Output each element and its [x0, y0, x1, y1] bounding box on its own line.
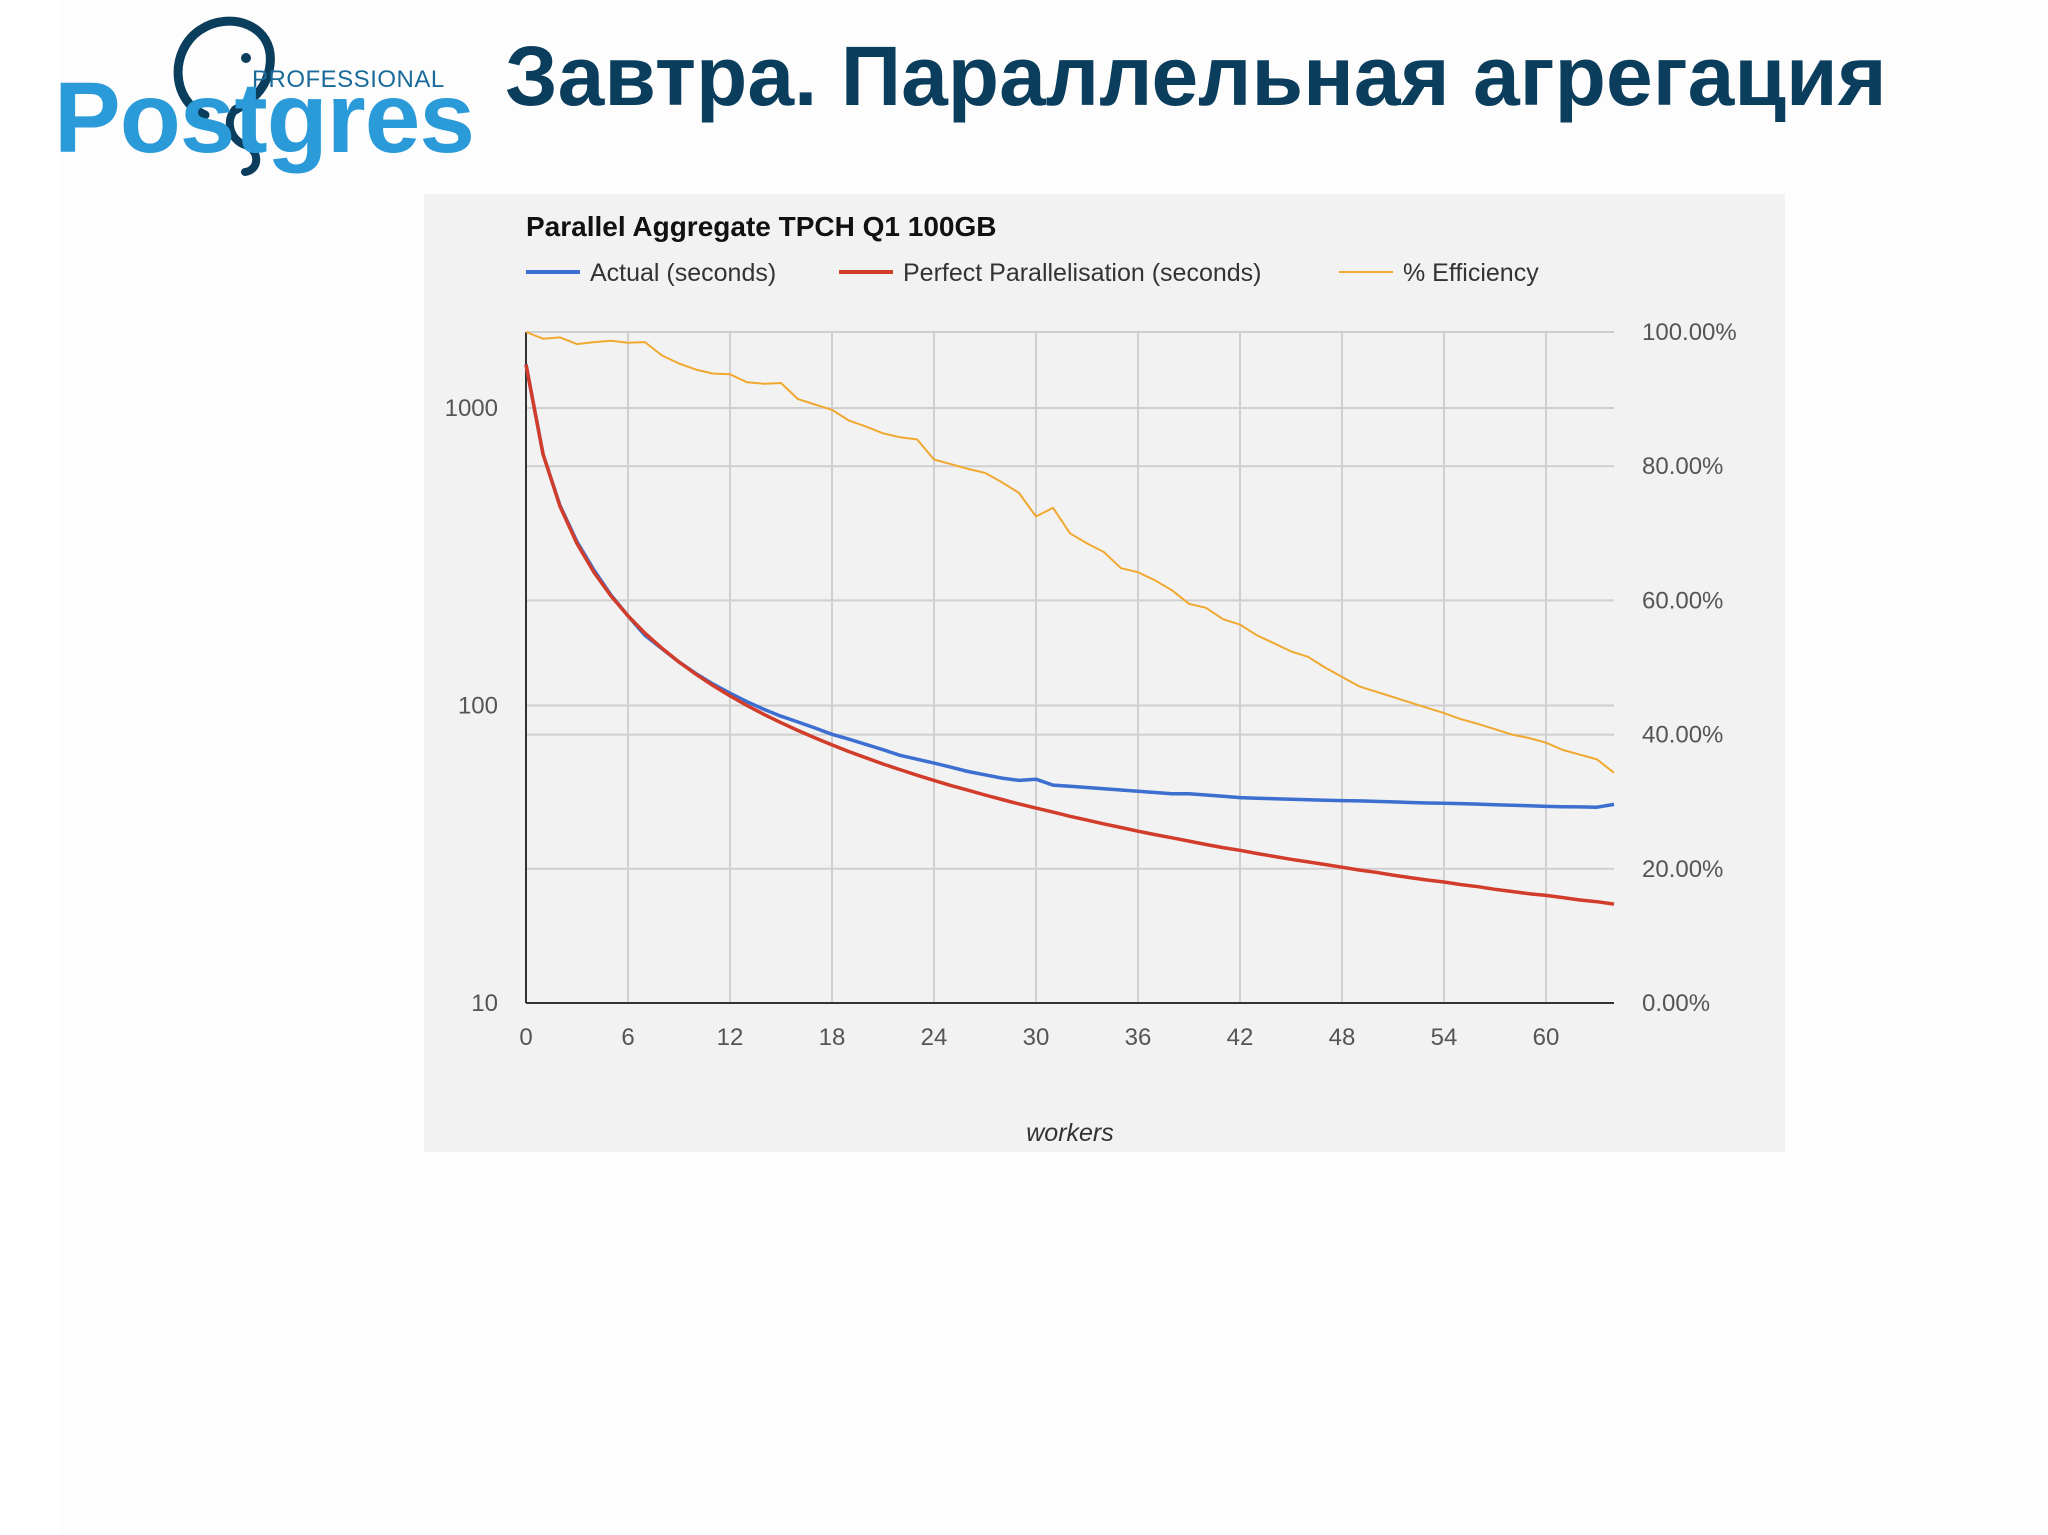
x-tick-label: 0	[519, 1024, 532, 1051]
logo-wordmark: Postgres	[54, 62, 475, 174]
x-tick-label: 60	[1533, 1024, 1560, 1051]
x-tick-label: 54	[1431, 1024, 1458, 1051]
y-left-tick-label: 1000	[445, 395, 498, 422]
y-right-tick-label: 80.00%	[1642, 453, 1723, 480]
slide-title: Завтра. Параллельная агрегация	[505, 29, 1887, 123]
x-tick-label: 24	[921, 1024, 948, 1051]
series-line-2	[524, 364, 1615, 906]
chart-title: Parallel Aggregate TPCH Q1 100GB	[526, 211, 996, 242]
y-right-tick-label: 0.00%	[1642, 990, 1710, 1017]
legend-label-3: % Efficiency	[1403, 259, 1539, 287]
x-axis-label: workers	[1026, 1119, 1114, 1147]
postgres-professional-logo: PROFESSIONAL Postgres	[40, 10, 475, 180]
x-tick-label: 36	[1125, 1024, 1152, 1051]
y-left-tick-label: 10	[471, 990, 498, 1017]
y-right-tick-label: 20.00%	[1642, 856, 1723, 883]
y-left-tick-label: 100	[458, 692, 498, 719]
series-line-1	[524, 364, 1615, 809]
series-line-3	[525, 331, 1615, 774]
line-chart: Parallel Aggregate TPCH Q1 100GB Actual …	[445, 211, 1737, 1147]
chart-panel: Parallel Aggregate TPCH Q1 100GB Actual …	[424, 194, 1785, 1152]
x-tick-label: 12	[717, 1024, 744, 1051]
x-tick-label: 18	[819, 1024, 846, 1051]
x-tick-label: 42	[1227, 1024, 1254, 1051]
x-tick-label: 6	[621, 1024, 634, 1051]
y-right-tick-label: 100.00%	[1642, 319, 1737, 346]
chart-legend: Actual (seconds) Perfect Parallelisation …	[526, 259, 1539, 287]
x-tick-label: 48	[1329, 1024, 1356, 1051]
chart-ticks: 0 6 12 18 24 30 36 42 48 54 60 10 100 1000 0.00% 20.00%…	[445, 319, 1737, 1051]
legend-label-1: Actual (seconds)	[590, 259, 776, 287]
chart-axes	[525, 332, 1614, 1004]
elephant-logo-icon	[173, 16, 275, 176]
chart-series	[524, 331, 1615, 906]
y-right-tick-label: 40.00%	[1642, 722, 1723, 749]
y-right-tick-label: 60.00%	[1642, 587, 1723, 614]
legend-label-2: Perfect Parallelisation (seconds)	[903, 259, 1262, 287]
logo-tagline: PROFESSIONAL	[252, 66, 445, 93]
x-tick-label: 30	[1023, 1024, 1050, 1051]
